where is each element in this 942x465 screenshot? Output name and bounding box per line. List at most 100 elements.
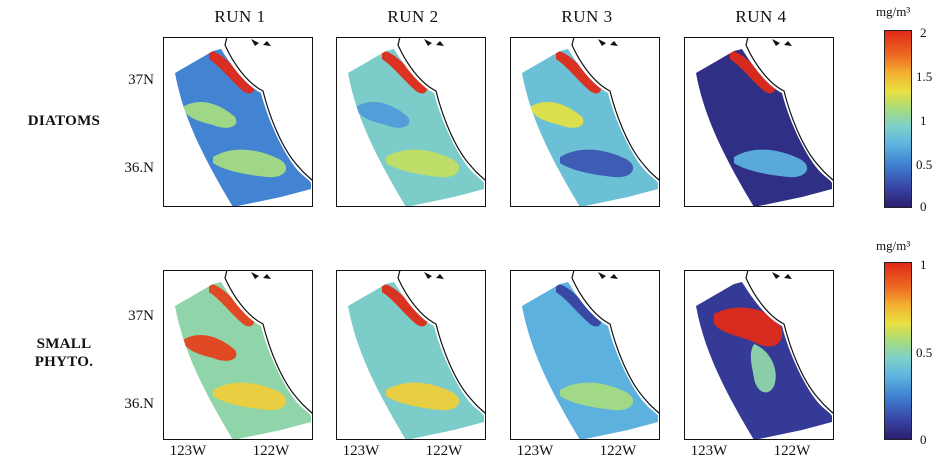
coastline-detail (251, 272, 271, 279)
x-tick-123w: 123W (169, 443, 207, 459)
concentration-patch (386, 149, 460, 178)
concentration-patch (382, 51, 428, 94)
concentration-patch (734, 149, 808, 178)
panel-frame (684, 270, 834, 440)
concentration-patch (382, 284, 428, 327)
concentration-patch (556, 51, 602, 94)
row-label-line: SMALL (36, 336, 92, 352)
field-background (175, 282, 311, 440)
coastline-detail (424, 39, 444, 46)
heatmap-svg (336, 270, 486, 440)
x-tick-123w: 123W (690, 443, 728, 459)
concentration-patch (556, 284, 602, 327)
concentration-patch (386, 382, 460, 411)
coastline (224, 270, 313, 415)
concentration-patch (530, 102, 584, 128)
coastline (571, 270, 660, 415)
heatmap-svg (684, 270, 834, 440)
colorbar-tick: 0 (920, 199, 927, 214)
field-background (348, 49, 484, 207)
y-tick-37n-top: 37N (128, 72, 154, 88)
concentration-patch (356, 102, 410, 128)
panel-frame (336, 37, 486, 207)
row-label-line: PHYTO. (34, 354, 94, 370)
heatmap-svg (163, 37, 313, 207)
coastline (397, 37, 486, 182)
colorbar-diatoms (884, 30, 912, 208)
map-panel-diatoms-run-3 (510, 37, 660, 207)
heatmap-svg (163, 270, 313, 440)
coastline-detail (251, 39, 271, 46)
concentration-patch (560, 382, 634, 411)
coastline-detail (772, 39, 792, 46)
map-panel-small-phyto-run-2 (336, 270, 486, 440)
colorbar-tick: 0.5 (916, 157, 933, 172)
colorbar-tick: 2 (920, 25, 927, 40)
coastline-detail (598, 39, 618, 46)
map-panel-diatoms-run-1 (163, 37, 313, 207)
field-background (522, 282, 658, 440)
colorbar-tick: 1 (920, 257, 927, 272)
colorbar-tick: 1 (920, 113, 927, 128)
heatmap-svg (336, 37, 486, 207)
panel-frame (510, 37, 660, 207)
coastline-detail (772, 272, 792, 279)
y-tick-36n-top: 36.N (124, 160, 154, 176)
map-panel-small-phyto-run-3 (510, 270, 660, 440)
row-label-line: DIATOMS (27, 113, 101, 129)
panel-frame (336, 270, 486, 440)
concentration-patch (714, 307, 783, 347)
colorbar-tick: 1.5 (916, 69, 933, 84)
column-title-run-1: RUN 1 (214, 7, 266, 26)
concentration-patch (183, 102, 237, 128)
concentration-patch (560, 149, 634, 178)
colorbar-unit-diatoms: mg/m³ (876, 4, 911, 19)
concentration-patch (213, 382, 287, 411)
y-tick-36n-bottom: 36.N (124, 396, 154, 412)
panel-frame (163, 270, 313, 440)
field-background (522, 49, 658, 207)
colorbar-tick: 0 (920, 432, 927, 447)
x-tick-123w: 123W (342, 443, 380, 459)
panel-frame (163, 37, 313, 207)
x-tick-122w: 122W (252, 443, 290, 459)
field-background (696, 49, 832, 207)
heatmap-svg (510, 37, 660, 207)
field-background (348, 282, 484, 440)
concentration-patch (213, 149, 287, 178)
coastline (571, 37, 660, 182)
colorbar-unit-small-phyto: mg/m³ (876, 238, 911, 253)
colorbar-small-phyto (884, 262, 912, 440)
panel-frame (510, 270, 660, 440)
coastline (745, 37, 834, 182)
y-tick-37n-bottom: 37N (128, 308, 154, 324)
field-background (175, 49, 311, 207)
coastline (224, 37, 313, 182)
concentration-patch (750, 344, 776, 393)
coastline-detail (598, 272, 618, 279)
concentration-patch (209, 284, 255, 327)
coastline (397, 270, 486, 415)
x-tick-122w: 122W (773, 443, 811, 459)
column-title-run-2: RUN 2 (387, 7, 439, 26)
column-title-run-3: RUN 3 (561, 7, 613, 26)
concentration-patch (183, 335, 237, 361)
row-label-small-phyto: SMALL PHYTO. (4, 335, 124, 371)
map-panel-diatoms-run-2 (336, 37, 486, 207)
column-title-run-4: RUN 4 (735, 7, 787, 26)
heatmap-svg (684, 37, 834, 207)
map-panel-diatoms-run-4 (684, 37, 834, 207)
coastline-detail (424, 272, 444, 279)
colorbar-tick: 0.5 (916, 345, 933, 360)
map-panel-small-phyto-run-4 (684, 270, 834, 440)
concentration-patch (209, 51, 255, 94)
x-tick-122w: 122W (425, 443, 463, 459)
panel-frame (684, 37, 834, 207)
concentration-patch (730, 51, 776, 94)
row-label-diatoms: DIATOMS (4, 112, 124, 130)
x-tick-123w: 123W (516, 443, 554, 459)
map-panel-small-phyto-run-1 (163, 270, 313, 440)
heatmap-svg (510, 270, 660, 440)
coastline (745, 270, 834, 415)
x-tick-122w: 122W (599, 443, 637, 459)
